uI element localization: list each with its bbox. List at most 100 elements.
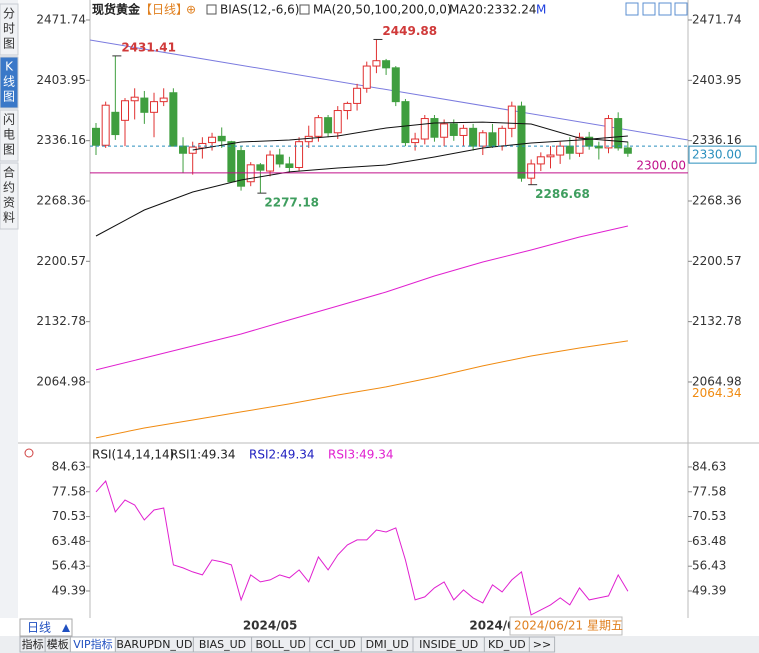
candle-body	[449, 123, 458, 136]
y-tick-label-right: 2132.78	[692, 314, 742, 328]
candle-body	[275, 154, 284, 165]
bottom-tab[interactable]: INSIDE_UD	[419, 638, 478, 651]
period-button[interactable]: 日线	[27, 621, 51, 635]
candle-body	[527, 163, 536, 179]
y-tick-label-right: 63.48	[692, 534, 726, 548]
side-tab-char[interactable]: 时	[3, 22, 15, 36]
side-tab-char[interactable]: 电	[3, 128, 15, 142]
y-tick-label-right: 84.63	[692, 459, 726, 473]
candle-body	[266, 154, 275, 172]
y-tick-label-right: 2064.98	[692, 374, 742, 388]
period-icon[interactable]: ⊕	[186, 3, 196, 17]
candle-body	[459, 127, 468, 136]
candle-body	[594, 145, 603, 149]
candle-body	[469, 127, 478, 147]
period-arrow[interactable]	[62, 624, 70, 632]
header: 现货黄金 【日线】 ⊕ BIAS(12,-6,6) MA(20,50,100,2…	[92, 2, 688, 17]
y-tick-label-right: 77.58	[692, 484, 726, 498]
period: 【日线】	[140, 3, 188, 17]
legend-entry: RSI3:49.34	[328, 448, 394, 462]
tool-icon[interactable]	[642, 2, 656, 16]
candle-body	[372, 60, 381, 67]
ma-params: MA(20,50,100,200,0,0)	[313, 3, 452, 17]
x-tick-label: 2024/0	[469, 619, 515, 633]
candle-body	[111, 111, 120, 136]
candle-body	[382, 60, 391, 69]
side-tab-box[interactable]	[0, 56, 19, 109]
candle-body	[169, 92, 178, 147]
candle-body	[217, 135, 226, 142]
indicator-icon[interactable]	[299, 4, 310, 15]
y-tick-label-right: 2336.16	[692, 133, 742, 147]
bottom-tab-box[interactable]	[528, 636, 556, 653]
candle-body	[440, 123, 449, 138]
settings-icon[interactable]	[24, 448, 34, 458]
candle-body	[536, 156, 545, 165]
more-ma[interactable]: M	[536, 3, 546, 17]
indicator-icon[interactable]	[206, 4, 217, 15]
side-tab-char[interactable]: 料	[3, 211, 15, 225]
y-tick-label-right: 2471.74	[692, 13, 742, 27]
candle-body	[498, 127, 507, 147]
y-tick-label: 2268.36	[36, 193, 86, 207]
y-tick-label: 2132.78	[36, 314, 86, 328]
candle-body	[140, 97, 149, 113]
bottom-tab[interactable]: BIAS_UD	[199, 638, 246, 651]
ma-line	[95, 135, 628, 237]
side-tab-char[interactable]: K	[5, 60, 14, 74]
candle-body	[565, 145, 574, 154]
bottom-tab[interactable]: >>	[533, 638, 551, 651]
side-tab-box[interactable]	[0, 109, 19, 162]
tool-icon[interactable]	[674, 2, 688, 16]
candle-body	[343, 102, 352, 112]
bottom-tab[interactable]: 指标	[22, 637, 44, 651]
side-tab-box[interactable]	[0, 3, 19, 56]
side-tab-char[interactable]: 图	[3, 37, 15, 51]
side-tab-char[interactable]: 闪	[3, 113, 15, 127]
side-tab-box[interactable]	[0, 162, 19, 230]
candle-body	[604, 118, 613, 149]
tool-icon[interactable]	[658, 2, 672, 16]
side-tab-char[interactable]: 线	[3, 75, 15, 89]
y-tick-label: 56.43	[52, 559, 86, 573]
bottom-tab[interactable]: BOLL_UD	[256, 638, 306, 651]
candle-body	[353, 87, 362, 104]
side-tab-char[interactable]: 约	[3, 180, 15, 195]
bottom-tab[interactable]: KD_UD	[488, 638, 526, 651]
candle-body	[150, 101, 159, 113]
bottom-tab[interactable]: DMI_UD	[366, 638, 409, 651]
price-tag-box	[688, 145, 757, 164]
candle-body	[92, 127, 100, 146]
bottom-tab[interactable]: BARUPDN_UD	[116, 638, 192, 651]
y-tick-label: 2200.57	[36, 254, 86, 268]
trend-line	[89, 39, 689, 141]
ma20-value: MA20:2332.24	[449, 3, 537, 17]
legend-entry: RSI2:49.34	[249, 448, 315, 462]
candle-body	[391, 67, 400, 103]
side-tab-char[interactable]: 资	[3, 196, 15, 210]
candle-body	[295, 141, 304, 168]
period-button-box[interactable]	[19, 618, 73, 637]
bottom-tab[interactable]: 模板	[47, 637, 69, 651]
candle-body	[285, 163, 294, 168]
y-tick-label-right: 2268.36	[692, 193, 742, 207]
bottom-tab[interactable]: CCI_UD	[315, 638, 356, 651]
ma-line	[95, 225, 629, 371]
y-tick-label: 84.63	[52, 459, 86, 473]
y-tick-label-right: 2403.95	[692, 73, 742, 87]
candle-body	[614, 118, 623, 149]
candle-body	[314, 117, 323, 137]
tool-icon[interactable]	[625, 2, 639, 16]
side-tab-char[interactable]: 分	[3, 7, 15, 21]
side-tab-char[interactable]: 合	[3, 165, 15, 180]
bottom-tab[interactable]: VIP指标	[73, 637, 112, 651]
candle-body	[411, 138, 420, 144]
y-tick-label: 63.48	[52, 534, 86, 548]
price-line-label: 2300.00	[636, 158, 686, 172]
side-tab-char[interactable]: 图	[3, 143, 15, 157]
cursor-date: 2024/06/21 星期五	[514, 619, 623, 633]
y-tick-label: 77.58	[52, 484, 86, 498]
side-tab-char[interactable]: 图	[3, 90, 15, 104]
instrument-title: 现货黄金	[92, 2, 141, 17]
ma200-tag: 2064.34	[692, 386, 742, 400]
